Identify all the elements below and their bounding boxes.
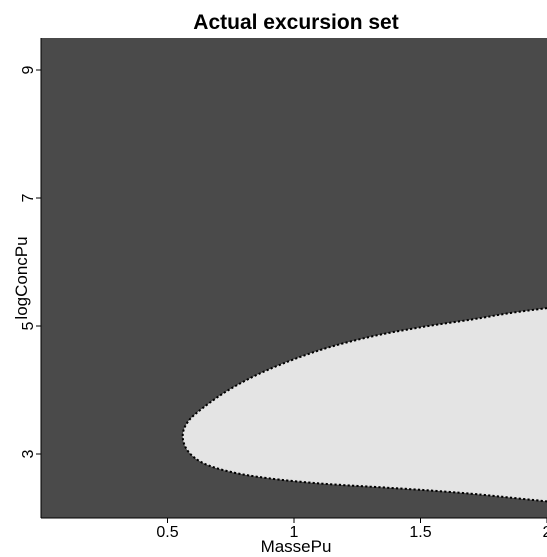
x-tick-label: 0.5 <box>156 524 178 541</box>
x-tick-label: 1 <box>290 524 299 541</box>
x-tick-label: 1.5 <box>409 524 431 541</box>
y-axis-label: logConcPu <box>12 236 31 319</box>
y-tick-label: 3 <box>20 449 37 458</box>
chart-title: Actual excursion set <box>193 11 398 34</box>
excursion-set-region <box>182 308 547 502</box>
y-axis: 3 5 7 9 <box>20 38 42 518</box>
x-axis: 0.5 1 1.5 2 <box>41 517 547 541</box>
x-axis-label: MassePu <box>261 537 332 556</box>
x-tick-label: 2 <box>543 524 547 541</box>
y-tick-label: 7 <box>20 193 37 202</box>
excursion-boundary-line <box>181 307 547 503</box>
y-tick-label: 9 <box>20 65 37 74</box>
y-tick-label: 5 <box>20 321 37 330</box>
